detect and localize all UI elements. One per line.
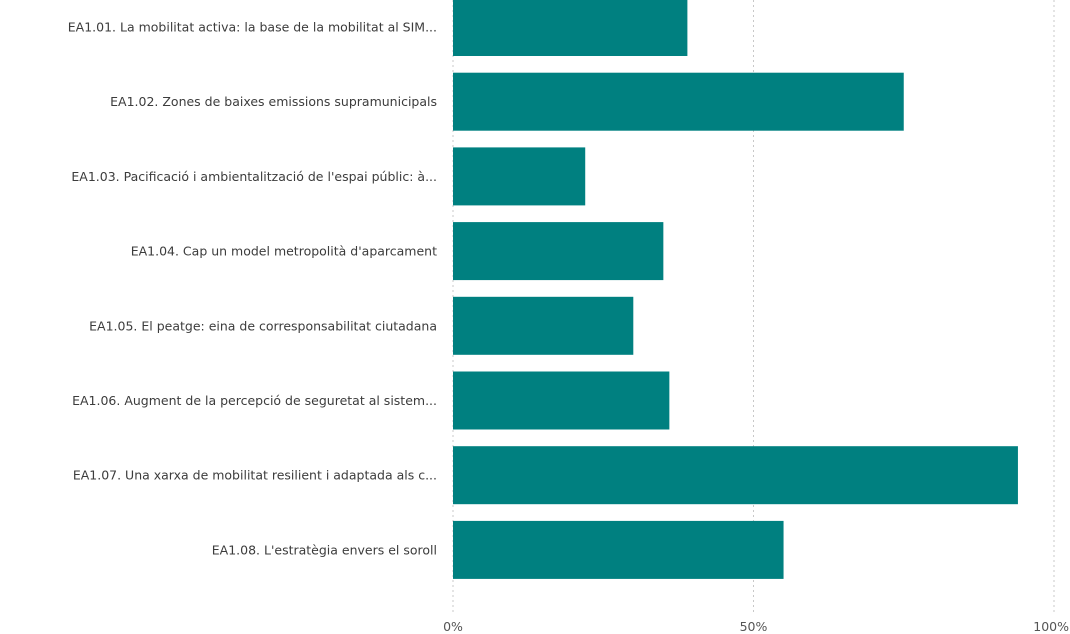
bar-4[interactable] bbox=[453, 222, 664, 281]
category-label-2: EA1.02. Zones de baixes emissions supram… bbox=[110, 94, 437, 109]
x-axis-ticks: 0% 50% 100% bbox=[443, 619, 1069, 634]
category-label-8: EA1.08. L'estratègia envers el soroll bbox=[212, 542, 437, 557]
x-tick-label-0: 0% bbox=[443, 619, 463, 634]
category-label-4: EA1.04. Cap un model metropolità d'aparc… bbox=[131, 244, 437, 259]
bar-6[interactable] bbox=[453, 371, 670, 430]
category-label-3: EA1.03. Pacificació i ambientalització d… bbox=[71, 169, 437, 184]
bar-5[interactable] bbox=[453, 296, 634, 355]
x-tick-label-1: 50% bbox=[740, 619, 768, 634]
bar-3[interactable] bbox=[453, 147, 586, 206]
category-labels: EA1.01. La mobilitat activa: la base de … bbox=[68, 20, 437, 558]
category-label-5: EA1.05. El peatge: eina de corresponsabi… bbox=[89, 318, 437, 333]
x-tick-label-2: 100% bbox=[1033, 619, 1069, 634]
bar-7[interactable] bbox=[453, 446, 1018, 505]
bars bbox=[453, 0, 1018, 579]
bar-8[interactable] bbox=[453, 520, 784, 579]
category-label-7: EA1.07. Una xarxa de mobilitat resilient… bbox=[73, 468, 437, 483]
bar-2[interactable] bbox=[453, 72, 904, 131]
category-label-1: EA1.01. La mobilitat activa: la base de … bbox=[68, 20, 437, 35]
category-label-6: EA1.06. Augment de la percepció de segur… bbox=[72, 393, 437, 408]
bar-1[interactable] bbox=[453, 0, 688, 56]
